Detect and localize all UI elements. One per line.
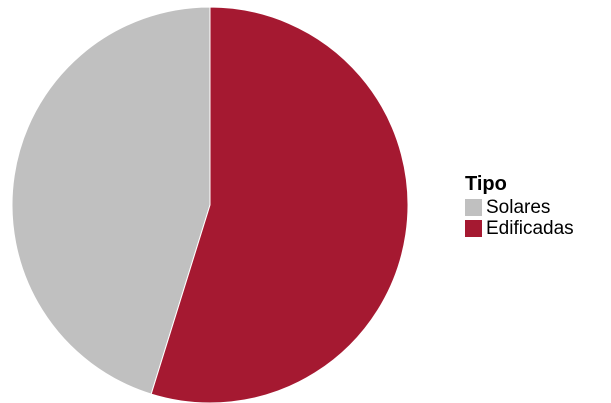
pie-slices [11,6,409,403]
legend-swatch-solares [465,199,482,216]
legend-item-solares: Solares [465,197,574,218]
legend-label-solares: Solares [486,197,551,218]
legend-swatch-edificadas [465,220,482,237]
pie-slice-edificadas [150,6,409,403]
legend-item-edificadas: Edificadas [465,218,574,239]
legend-title: Tipo [465,173,507,195]
legend-label-edificadas: Edificadas [486,218,574,239]
pie-slice-solares [11,6,211,395]
legend: Tipo Solares Edificadas [465,174,574,239]
